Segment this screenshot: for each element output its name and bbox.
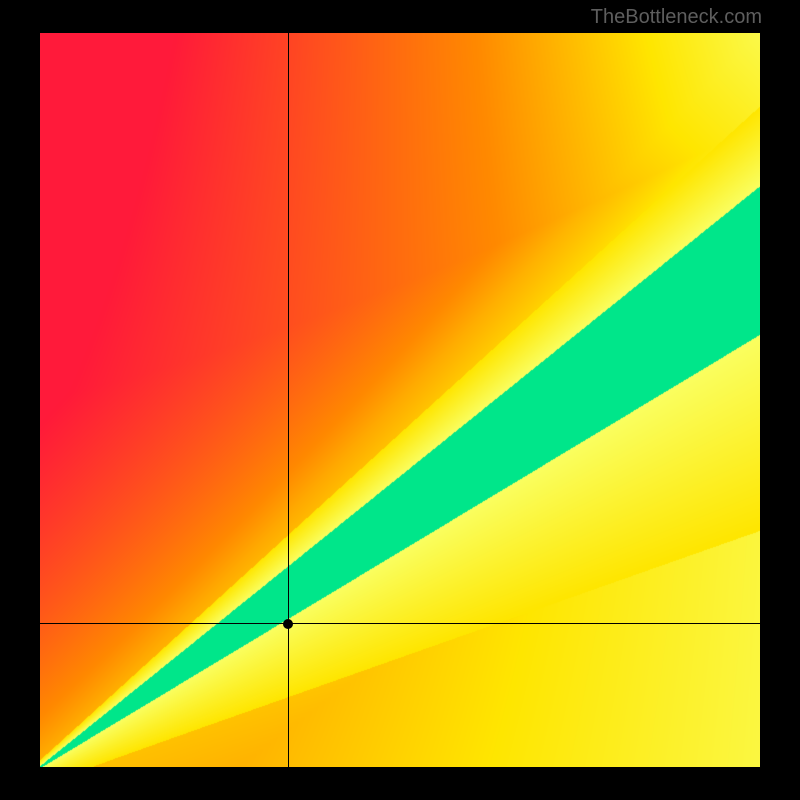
crosshair-marker-dot xyxy=(283,619,293,629)
heatmap-plot-area xyxy=(40,33,760,767)
source-watermark: TheBottleneck.com xyxy=(591,6,762,29)
chart-frame: TheBottleneck.com xyxy=(0,0,800,800)
crosshair-horizontal-line xyxy=(40,623,760,624)
crosshair-vertical-line xyxy=(288,33,289,767)
bottleneck-heatmap-canvas xyxy=(40,33,760,767)
